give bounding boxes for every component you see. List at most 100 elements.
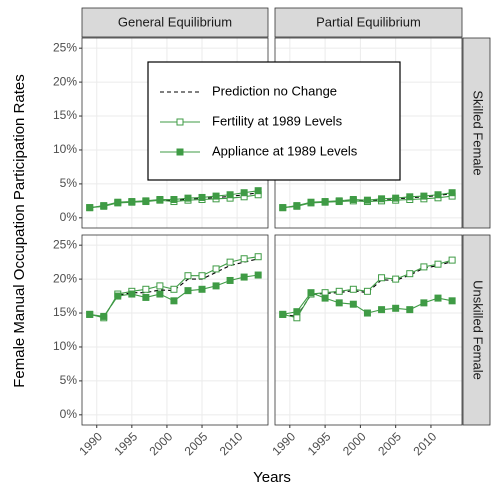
point: [128, 290, 136, 298]
point: [170, 297, 178, 305]
x-tick-label: 1990: [269, 429, 298, 458]
x-tick-label: 2000: [147, 429, 176, 458]
point: [240, 189, 248, 197]
x-tick-label: 2010: [217, 429, 246, 458]
legend-label: Prediction no Change: [212, 83, 337, 98]
point: [406, 193, 414, 201]
point: [212, 192, 220, 200]
point: [279, 310, 287, 318]
point: [240, 273, 248, 281]
x-tick-label: 1995: [111, 429, 140, 458]
legend-key-marker: [176, 118, 184, 126]
y-tick-label: 5%: [60, 176, 78, 190]
x-tick-label: 2000: [340, 429, 369, 458]
point: [86, 204, 94, 212]
point: [335, 287, 343, 295]
y-tick-label: 25%: [53, 237, 77, 251]
point: [170, 285, 178, 293]
column-strip: [274, 7, 463, 38]
row-strip-label: Unskilled Female: [471, 280, 486, 380]
point: [142, 197, 150, 205]
point: [349, 196, 357, 203]
point: [335, 299, 343, 307]
point: [254, 187, 262, 195]
point: [212, 265, 220, 273]
point: [293, 202, 301, 210]
point: [114, 198, 122, 206]
point: [170, 196, 178, 203]
point: [392, 275, 400, 283]
x-tick-label: 2010: [411, 429, 440, 458]
x-tick-label: 2005: [182, 429, 211, 458]
y-axis-title: Female Manual Occupation Participation R…: [11, 74, 28, 388]
column-strip-label: General Equilibrium: [118, 14, 232, 29]
column-strip-label: Partial Equilibrium: [316, 14, 421, 29]
row-strip-label: Skilled Female: [471, 90, 486, 175]
point: [363, 287, 371, 295]
point: [307, 198, 315, 206]
row-strip: [462, 234, 491, 426]
point: [184, 272, 192, 280]
column-strip: [81, 7, 269, 38]
y-tick-label: 0%: [60, 210, 78, 224]
y-tick-label: 15%: [53, 305, 77, 319]
point: [254, 253, 262, 261]
point: [279, 204, 287, 212]
point: [226, 258, 234, 266]
point: [184, 194, 192, 202]
point: [434, 191, 442, 199]
point: [184, 287, 192, 295]
point: [293, 308, 301, 316]
y-tick-label: 20%: [53, 74, 77, 88]
point: [378, 274, 386, 282]
legend-label: Appliance at 1989 Levels: [212, 143, 358, 158]
point: [156, 290, 164, 298]
point: [406, 306, 414, 314]
legend-box: [147, 61, 401, 181]
x-tick-label: 1995: [305, 429, 334, 458]
point: [254, 271, 262, 279]
point: [363, 196, 371, 204]
point: [363, 309, 371, 317]
point: [420, 263, 428, 271]
point: [198, 272, 206, 280]
point: [86, 310, 94, 318]
point: [198, 285, 206, 293]
point: [142, 293, 150, 301]
point: [378, 195, 386, 203]
point: [448, 256, 456, 264]
legend-label: Fertility at 1989 Levels: [212, 113, 343, 128]
y-tick-label: 20%: [53, 271, 77, 285]
y-tick-label: 15%: [53, 108, 77, 122]
point: [448, 297, 456, 305]
point: [114, 292, 122, 300]
point: [420, 299, 428, 307]
point: [128, 198, 136, 206]
point: [240, 255, 248, 263]
point: [212, 282, 220, 290]
point: [392, 194, 400, 202]
y-tick-label: 10%: [53, 142, 77, 156]
x-axis-title: Years: [253, 469, 291, 486]
point: [198, 193, 206, 201]
point: [434, 294, 442, 302]
y-tick-label: 0%: [60, 407, 78, 421]
point: [226, 276, 234, 284]
point: [349, 285, 357, 293]
panel: [275, 235, 462, 425]
point: [293, 314, 301, 322]
point: [420, 192, 428, 200]
y-tick-label: 25%: [53, 40, 77, 54]
y-tick-label: 5%: [60, 373, 78, 387]
x-tick-label: 2005: [375, 429, 404, 458]
point: [100, 202, 108, 210]
point: [156, 196, 164, 203]
point: [378, 306, 386, 314]
point: [142, 285, 150, 293]
point: [307, 289, 315, 297]
x-tick-label: 1990: [76, 429, 105, 458]
point: [100, 312, 108, 320]
point: [349, 300, 357, 308]
point: [448, 189, 456, 197]
